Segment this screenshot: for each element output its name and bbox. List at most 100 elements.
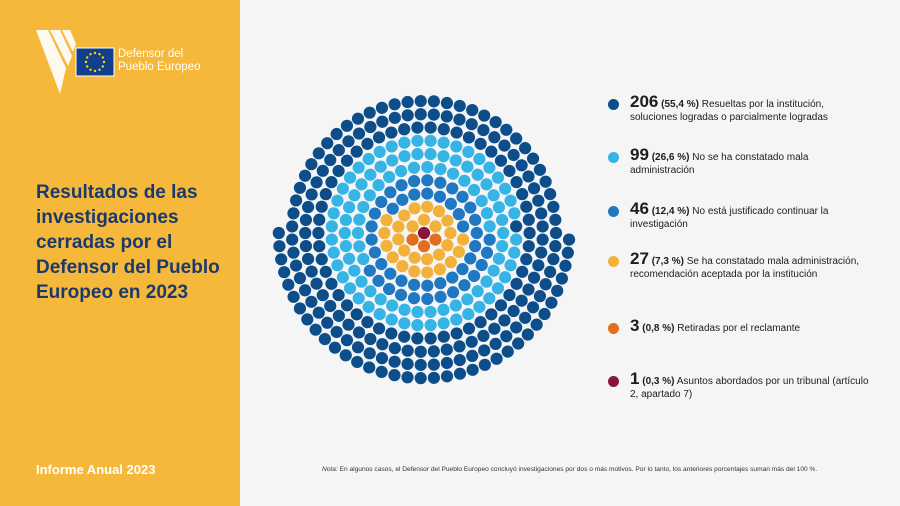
case-dot (289, 259, 303, 272)
case-dot (437, 123, 450, 136)
case-dot (378, 226, 391, 240)
case-dot (299, 239, 313, 253)
case-dot (313, 240, 326, 253)
case-dot (411, 332, 424, 345)
case-dot (483, 233, 496, 246)
case-dot (374, 160, 387, 173)
case-dot (305, 265, 318, 278)
case-dot (519, 311, 532, 324)
case-dot (336, 271, 349, 284)
case-dot (559, 259, 572, 272)
case-dot (316, 164, 329, 177)
case-dot (497, 226, 510, 240)
case-dot (411, 319, 424, 332)
case-dot (522, 283, 535, 296)
case-dot (499, 182, 512, 195)
case-dot (338, 226, 351, 240)
case-dot (421, 160, 434, 174)
case-dot (301, 252, 315, 266)
case-dot (327, 207, 340, 220)
page-title: Resultados de las investigaciones cerrad… (36, 182, 220, 303)
case-dot (520, 253, 533, 266)
case-dot (530, 318, 543, 331)
case-dot (327, 246, 340, 259)
case-dot (275, 253, 288, 266)
eu-star-icon (93, 51, 97, 55)
case-dot (522, 240, 535, 253)
case-dot (385, 126, 398, 139)
case-dot (315, 200, 328, 213)
case-dot (342, 252, 356, 265)
case-dot (461, 160, 474, 173)
case-dot (433, 190, 447, 203)
case-dot (480, 178, 493, 191)
case-dot (372, 179, 385, 192)
main-panel: 206 (55,4 %) Resueltas por la institució… (240, 0, 900, 506)
case-dot (316, 289, 329, 302)
case-dot (480, 207, 494, 220)
legend-percent: (7,3 %) (651, 256, 684, 267)
case-dot (446, 271, 459, 284)
case-dot (350, 308, 363, 321)
eu-star-icon (89, 53, 92, 56)
case-dot (408, 188, 421, 201)
eu-star-icon (102, 60, 106, 64)
case-dot (421, 279, 434, 292)
case-dot (287, 290, 300, 303)
case-dot (453, 99, 466, 113)
case-dot (434, 163, 447, 176)
case-dot (424, 134, 437, 147)
case-dot (313, 213, 326, 226)
case-dot (398, 136, 411, 149)
case-dot (352, 161, 365, 174)
case-dot (446, 286, 460, 299)
case-dot (444, 256, 457, 269)
case-dot (536, 220, 549, 233)
case-dot (544, 265, 557, 279)
case-dot (388, 342, 401, 355)
case-dot (437, 303, 450, 316)
case-dot (555, 272, 568, 285)
case-dot (527, 182, 541, 195)
case-dot (330, 325, 343, 339)
case-dot (324, 153, 337, 167)
case-dot (450, 140, 463, 153)
case-dot (492, 201, 506, 214)
case-dot (485, 145, 498, 158)
case-dot (395, 274, 408, 287)
case-dot (520, 200, 533, 213)
footnote: Nota: En algunos casos, el Defensor del … (322, 466, 892, 473)
case-dot (330, 127, 343, 141)
case-dot (348, 189, 361, 202)
case-dot (515, 159, 528, 172)
case-dot (388, 111, 401, 124)
case-dot (474, 316, 487, 329)
case-dot (351, 355, 364, 369)
case-dot (298, 169, 312, 182)
case-dot (364, 168, 377, 181)
case-dot (385, 313, 398, 326)
legend-swatch (608, 152, 619, 163)
case-dot (365, 220, 378, 233)
case-dot (533, 290, 547, 303)
case-dot (310, 176, 323, 189)
case-dot (408, 175, 421, 188)
case-dot (340, 299, 354, 312)
case-dot (362, 152, 375, 166)
logo-line-2: Pueblo Europeo (118, 61, 201, 73)
case-dot (340, 334, 354, 347)
footnote-prefix: Nota: (322, 466, 338, 473)
case-dot (510, 132, 523, 145)
case-dot (315, 253, 328, 266)
case-dot (362, 300, 375, 314)
case-dot (432, 248, 446, 261)
case-dot (519, 142, 532, 155)
case-dot (305, 295, 318, 308)
eu-star-icon (101, 56, 104, 59)
case-dot (417, 226, 431, 240)
case-dot (411, 305, 424, 319)
legend-label: No se ha constatado mala administración (630, 152, 809, 176)
case-dot (396, 193, 409, 206)
case-dot (465, 335, 478, 348)
case-dot (310, 277, 323, 290)
